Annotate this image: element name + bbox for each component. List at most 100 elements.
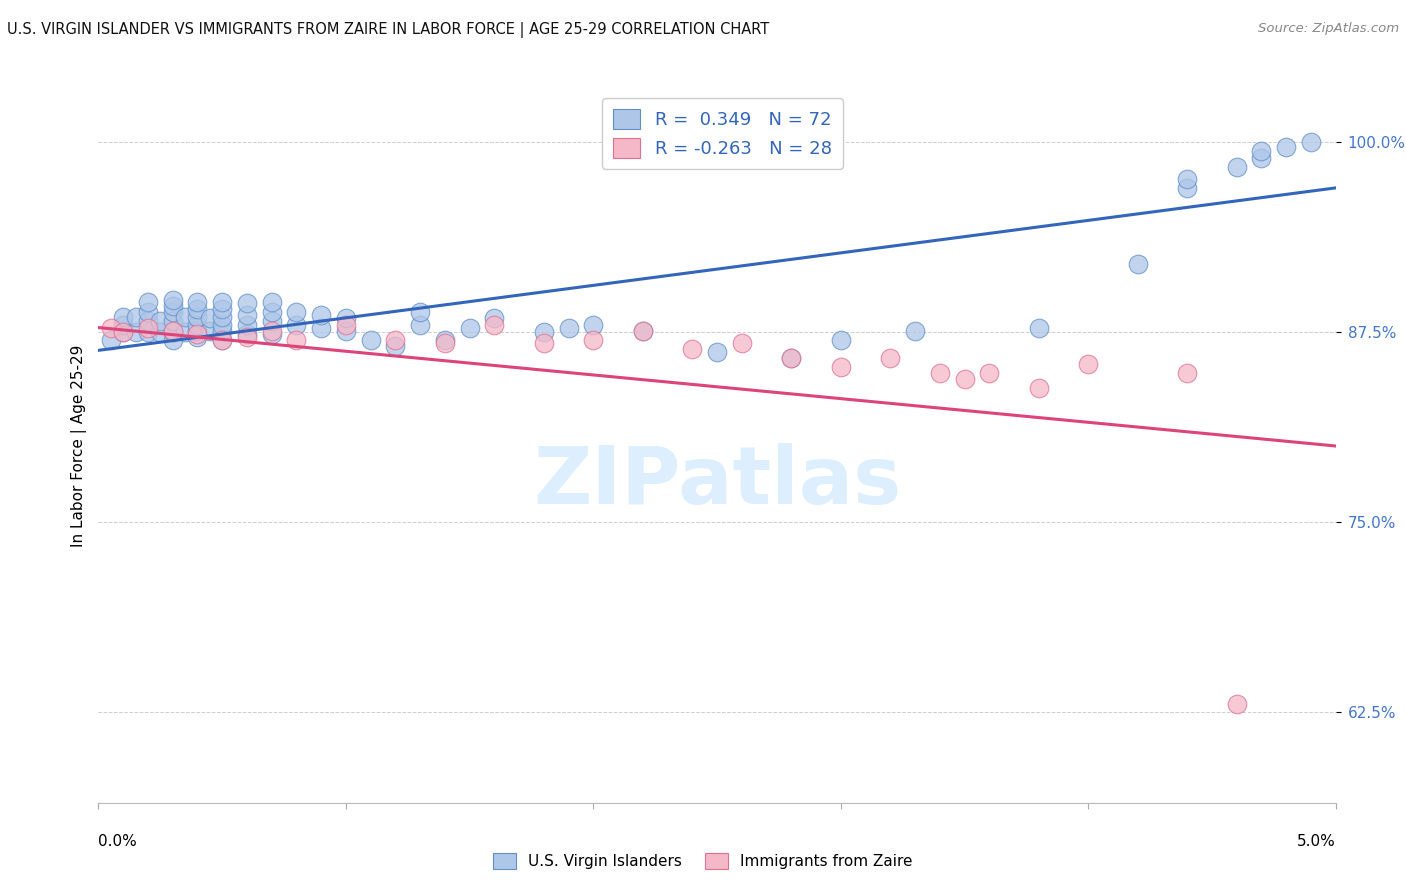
Point bbox=[211, 318, 233, 332]
Point bbox=[285, 305, 308, 319]
Point bbox=[1175, 171, 1198, 186]
Point bbox=[100, 333, 122, 347]
Point bbox=[260, 314, 283, 328]
Text: Source: ZipAtlas.com: Source: ZipAtlas.com bbox=[1258, 22, 1399, 36]
Point bbox=[904, 324, 927, 338]
Point bbox=[112, 325, 135, 339]
Point bbox=[211, 302, 233, 317]
Point bbox=[979, 366, 1001, 380]
Point bbox=[136, 320, 159, 334]
Point bbox=[260, 326, 283, 341]
Point bbox=[458, 320, 481, 334]
Point bbox=[124, 325, 146, 339]
Point bbox=[149, 325, 172, 339]
Point bbox=[211, 310, 233, 324]
Point bbox=[1226, 160, 1249, 174]
Point bbox=[631, 324, 654, 338]
Point bbox=[260, 294, 283, 309]
Point bbox=[124, 310, 146, 324]
Point bbox=[384, 339, 406, 353]
Point bbox=[136, 325, 159, 339]
Point bbox=[136, 314, 159, 328]
Point bbox=[1175, 366, 1198, 380]
Point bbox=[162, 293, 184, 308]
Point bbox=[582, 333, 605, 347]
Point bbox=[484, 318, 506, 332]
Point bbox=[186, 318, 208, 332]
Point bbox=[1226, 697, 1249, 711]
Point bbox=[484, 311, 506, 326]
Point bbox=[198, 324, 221, 338]
Point bbox=[174, 325, 197, 339]
Point bbox=[112, 318, 135, 332]
Point bbox=[236, 326, 259, 341]
Point bbox=[211, 333, 233, 347]
Point bbox=[149, 314, 172, 328]
Point bbox=[211, 333, 233, 347]
Point bbox=[162, 324, 184, 338]
Point bbox=[1126, 257, 1149, 271]
Point bbox=[260, 305, 283, 319]
Point bbox=[557, 320, 579, 334]
Point bbox=[285, 333, 308, 347]
Point bbox=[136, 305, 159, 319]
Point bbox=[186, 326, 208, 341]
Point bbox=[409, 318, 432, 332]
Point bbox=[186, 324, 208, 338]
Point bbox=[162, 314, 184, 328]
Point bbox=[236, 296, 259, 310]
Point bbox=[198, 311, 221, 326]
Point bbox=[582, 318, 605, 332]
Point bbox=[100, 320, 122, 334]
Point bbox=[211, 324, 233, 338]
Point bbox=[1028, 381, 1050, 395]
Point bbox=[174, 310, 197, 324]
Point bbox=[780, 351, 803, 365]
Point bbox=[285, 318, 308, 332]
Point bbox=[1275, 140, 1298, 154]
Point bbox=[631, 324, 654, 338]
Point bbox=[186, 302, 208, 317]
Point bbox=[830, 333, 852, 347]
Point bbox=[162, 325, 184, 339]
Point bbox=[681, 342, 703, 356]
Point bbox=[706, 344, 728, 359]
Point bbox=[162, 333, 184, 347]
Point bbox=[433, 333, 456, 347]
Legend: U.S. Virgin Islanders, Immigrants from Zaire: U.S. Virgin Islanders, Immigrants from Z… bbox=[486, 847, 920, 875]
Point bbox=[928, 366, 950, 380]
Point bbox=[780, 351, 803, 365]
Point bbox=[136, 294, 159, 309]
Point bbox=[830, 359, 852, 374]
Point bbox=[335, 311, 357, 326]
Point bbox=[186, 310, 208, 324]
Point bbox=[953, 372, 976, 386]
Point bbox=[309, 320, 332, 334]
Point bbox=[186, 294, 208, 309]
Point bbox=[112, 325, 135, 339]
Text: 0.0%: 0.0% bbox=[98, 834, 138, 849]
Point bbox=[533, 335, 555, 350]
Y-axis label: In Labor Force | Age 25-29: In Labor Force | Age 25-29 bbox=[72, 345, 87, 547]
Point bbox=[1028, 320, 1050, 334]
Point bbox=[260, 324, 283, 338]
Point bbox=[533, 325, 555, 339]
Point bbox=[360, 333, 382, 347]
Point bbox=[335, 324, 357, 338]
Point bbox=[409, 305, 432, 319]
Point bbox=[162, 305, 184, 319]
Legend: R =  0.349   N = 72, R = -0.263   N = 28: R = 0.349 N = 72, R = -0.263 N = 28 bbox=[602, 98, 842, 169]
Point bbox=[384, 333, 406, 347]
Point bbox=[1175, 181, 1198, 195]
Point bbox=[162, 299, 184, 313]
Point bbox=[433, 335, 456, 350]
Point bbox=[335, 318, 357, 332]
Text: 5.0%: 5.0% bbox=[1296, 834, 1336, 849]
Point bbox=[879, 351, 901, 365]
Point bbox=[1250, 151, 1272, 165]
Point bbox=[1250, 145, 1272, 159]
Point bbox=[309, 309, 332, 323]
Text: U.S. VIRGIN ISLANDER VS IMMIGRANTS FROM ZAIRE IN LABOR FORCE | AGE 25-29 CORRELA: U.S. VIRGIN ISLANDER VS IMMIGRANTS FROM … bbox=[7, 22, 769, 38]
Point bbox=[211, 294, 233, 309]
Point bbox=[731, 335, 754, 350]
